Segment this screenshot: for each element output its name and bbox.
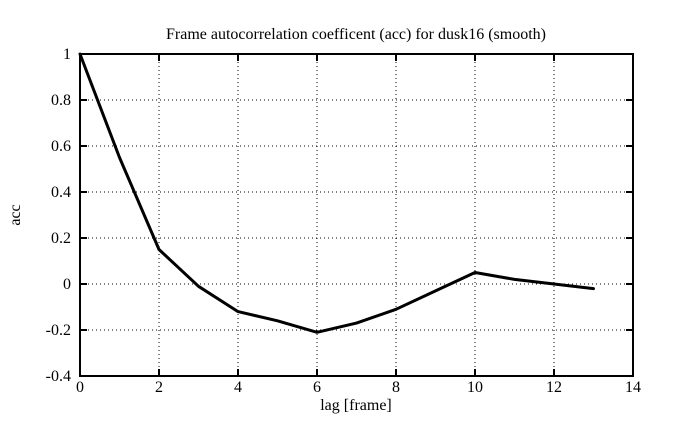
y-tick-label: -0.2 [46,322,71,339]
x-tick-label: 4 [234,379,242,396]
grid-layer [80,54,633,376]
x-tick-label: 6 [313,379,321,396]
x-tick-label: 10 [467,379,483,396]
y-tick-label: 0.4 [51,184,71,201]
y-tick-label: 1 [63,46,71,63]
x-axis-label: lag [frame] [320,397,392,414]
x-tick-label: 8 [392,379,400,396]
x-tick-label: 0 [76,379,84,396]
plot-border [79,53,634,377]
x-tick-label: 2 [155,379,163,396]
acc-data-line [78,52,595,334]
tick-marks-layer [80,54,633,376]
x-tick-label: 12 [546,379,562,396]
y-tick-label: 0 [63,276,71,293]
x-tick-label: 14 [625,379,641,396]
tick-labels-layer: 0 2 4 6 8 10 12 14 1 0.8 0.6 0.4 0.2 0 -0.2 -0.4 [46,46,641,396]
y-tick-label: 0.2 [51,230,71,247]
chart-title: Frame autocorrelation coefficent (acc) f… [166,26,546,43]
y-axis-label: acc [7,204,24,225]
y-tick-label: -0.4 [46,368,71,385]
y-tick-label: 0.6 [51,138,71,155]
y-tick-label: 0.8 [51,92,71,109]
